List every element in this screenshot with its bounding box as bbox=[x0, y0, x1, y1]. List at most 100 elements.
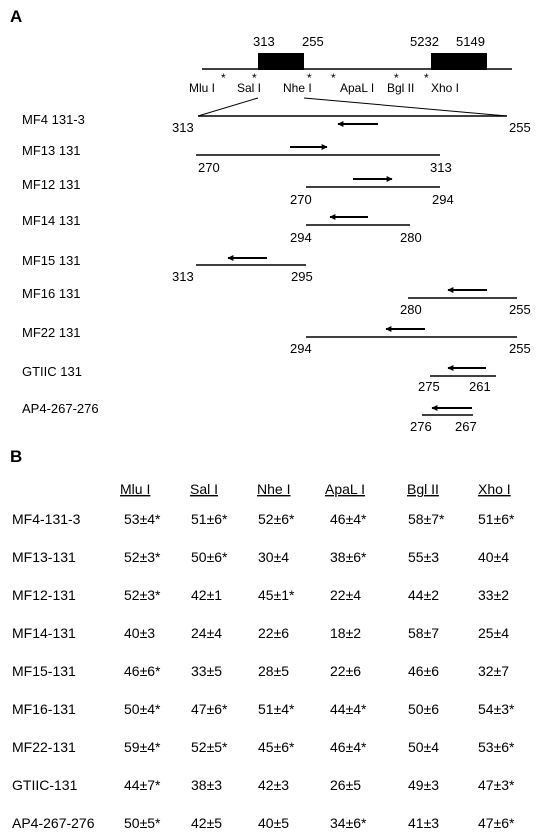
start-coordinate: 270 bbox=[198, 160, 220, 175]
construct-name: MF14 131 bbox=[22, 213, 81, 228]
enzyme-label: Nhe I bbox=[283, 81, 312, 95]
end-coordinate: 261 bbox=[469, 379, 491, 394]
site-star: * bbox=[424, 71, 429, 85]
construct-name: MF15 131 bbox=[22, 253, 81, 268]
row-name: MF15-131 bbox=[12, 663, 76, 679]
panel-a-label: A bbox=[10, 7, 22, 26]
table-cell: 50±4* bbox=[124, 701, 161, 717]
enzyme-label: Mlu I bbox=[189, 81, 215, 95]
construct-mf13: MF13 131 270 313 bbox=[22, 143, 452, 175]
start-coordinate: 276 bbox=[410, 419, 432, 434]
site-star: * bbox=[394, 71, 399, 85]
construct-mf12: MF12 131 270 294 bbox=[22, 176, 454, 207]
column-header: Sal I bbox=[190, 481, 218, 497]
table-cell: 59±4* bbox=[124, 739, 161, 755]
table-cell: 50±6* bbox=[191, 549, 228, 565]
column-header: Nhe I bbox=[257, 481, 290, 497]
row-name: MF4-131-3 bbox=[12, 511, 81, 527]
table-cell: 33±2 bbox=[478, 587, 509, 603]
start-coordinate: 313 bbox=[172, 269, 194, 284]
table-cell: 38±3 bbox=[191, 777, 222, 793]
table-header: Mlu I Sal I Nhe I ApaL I Bgl II Xho I bbox=[120, 481, 511, 497]
table-cell: 42±3 bbox=[258, 777, 289, 793]
enzyme-label: ApaL I bbox=[340, 81, 374, 95]
construct-name: MF4 131-3 bbox=[22, 112, 85, 127]
construct-mf14: MF14 131 294 280 bbox=[22, 213, 422, 245]
panel-b: B Mlu I Sal I Nhe I ApaL I Bgl II Xho I … bbox=[10, 447, 515, 831]
table-cell: 40±3 bbox=[124, 625, 155, 641]
zoom-line-left bbox=[197, 97, 259, 117]
table-cell: 50±4 bbox=[408, 739, 439, 755]
construct-name: MF16 131 bbox=[22, 286, 81, 301]
construct-name: MF22 131 bbox=[22, 325, 81, 340]
table-cell: 42±1 bbox=[191, 587, 222, 603]
start-coordinate: 270 bbox=[290, 192, 312, 207]
site-star: * bbox=[331, 71, 336, 85]
table-cell: 46±4* bbox=[330, 739, 367, 755]
table-row: MF13-131 52±3* 50±6* 30±4 38±6* 55±3 40±… bbox=[12, 549, 509, 565]
row-name: MF14-131 bbox=[12, 625, 76, 641]
table-cell: 46±6* bbox=[124, 663, 161, 679]
construct-name: MF13 131 bbox=[22, 143, 81, 158]
table-cell: 22±4 bbox=[330, 587, 361, 603]
table-cell: 30±4 bbox=[258, 549, 289, 565]
construct-mf4: MF4 131-3 313 255 bbox=[22, 112, 531, 135]
map-number: 313 bbox=[253, 34, 275, 49]
table-cell: 54±3* bbox=[478, 701, 515, 717]
table-row: MF12-131 52±3* 42±1 45±1* 22±4 44±2 33±2 bbox=[12, 587, 509, 603]
table-cell: 40±4 bbox=[478, 549, 509, 565]
row-name: MF16-131 bbox=[12, 701, 76, 717]
construct-ap4: AP4-267-276 276 267 bbox=[22, 401, 477, 434]
row-name: MF22-131 bbox=[12, 739, 76, 755]
construct-mf16: MF16 131 280 255 bbox=[22, 286, 531, 317]
start-coordinate: 294 bbox=[290, 341, 312, 356]
end-coordinate: 255 bbox=[509, 302, 531, 317]
table-cell: 38±6* bbox=[330, 549, 367, 565]
table-cell: 44±2 bbox=[408, 587, 439, 603]
start-coordinate: 280 bbox=[400, 302, 422, 317]
table-cell: 52±3* bbox=[124, 587, 161, 603]
end-coordinate: 294 bbox=[432, 192, 454, 207]
column-header: ApaL I bbox=[325, 481, 365, 497]
table-row: GTIIC-131 44±7* 38±3 42±3 26±5 49±3 47±3… bbox=[12, 777, 515, 793]
column-header: Bgl II bbox=[407, 481, 439, 497]
table-cell: 25±4 bbox=[478, 625, 509, 641]
row-name: GTIIC-131 bbox=[12, 777, 78, 793]
site-star: * bbox=[221, 71, 226, 85]
map-number: 255 bbox=[302, 34, 324, 49]
table-cell: 58±7 bbox=[408, 625, 439, 641]
construct-name: GTIIC 131 bbox=[22, 364, 82, 379]
column-header: Mlu I bbox=[120, 481, 150, 497]
map-number: 5149 bbox=[456, 34, 485, 49]
table-cell: 50±6 bbox=[408, 701, 439, 717]
panel-a: A 313 255 5232 5149 Mlu I * Sal I * Nhe … bbox=[10, 7, 531, 434]
start-coordinate: 294 bbox=[290, 230, 312, 245]
table-cell: 45±1* bbox=[258, 587, 295, 603]
end-coordinate: 280 bbox=[400, 230, 422, 245]
table-row: MF4-131-3 53±4* 51±6* 52±6* 46±4* 58±7* … bbox=[12, 511, 515, 527]
genome-map: 313 255 5232 5149 Mlu I * Sal I * Nhe I … bbox=[189, 34, 512, 117]
table-cell: 50±5* bbox=[124, 815, 161, 831]
column-header: Xho I bbox=[478, 481, 511, 497]
table-cell: 26±5 bbox=[330, 777, 361, 793]
table-cell: 22±6 bbox=[258, 625, 289, 641]
construct-mf15: MF15 131 313 295 bbox=[22, 253, 313, 284]
table-cell: 52±6* bbox=[258, 511, 295, 527]
enzyme-label: Bgl II bbox=[387, 81, 414, 95]
start-coordinate: 313 bbox=[172, 120, 194, 135]
end-coordinate: 295 bbox=[291, 269, 313, 284]
table-cell: 18±2 bbox=[330, 625, 361, 641]
end-coordinate: 255 bbox=[509, 120, 531, 135]
map-block-right bbox=[431, 53, 487, 70]
table-cell: 46±6 bbox=[408, 663, 439, 679]
zoom-line-right bbox=[303, 97, 508, 117]
table-cell: 55±3 bbox=[408, 549, 439, 565]
end-coordinate: 313 bbox=[430, 160, 452, 175]
construct-gtiic: GTIIC 131 275 261 bbox=[22, 364, 496, 394]
table-cell: 28±5 bbox=[258, 663, 289, 679]
table-cell: 41±3 bbox=[408, 815, 439, 831]
table-cell: 51±6* bbox=[478, 511, 515, 527]
table-cell: 32±7 bbox=[478, 663, 509, 679]
end-coordinate: 267 bbox=[455, 419, 477, 434]
